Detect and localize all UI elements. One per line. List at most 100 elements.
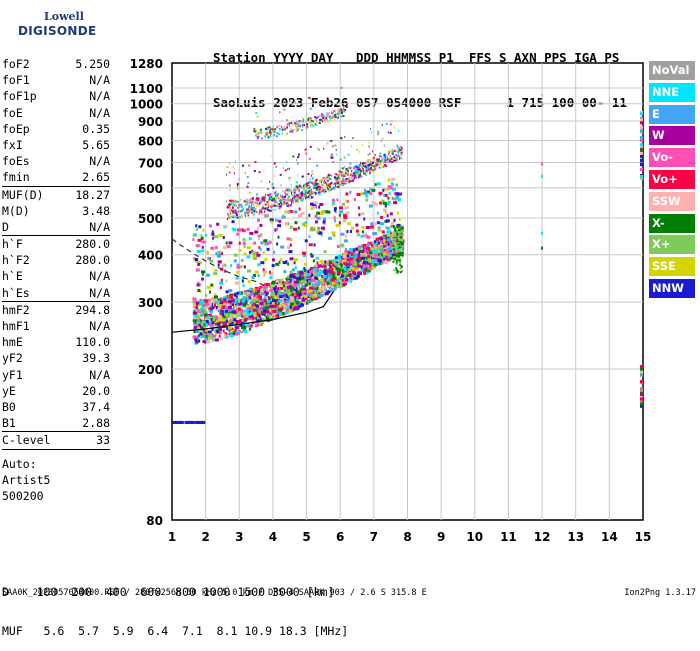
echo-mark (253, 129, 255, 132)
y-tick-label: 80 (146, 514, 163, 528)
echo-mark (394, 229, 397, 232)
echo-mark (201, 320, 206, 324)
echo-mark (249, 209, 252, 212)
echo-mark (314, 122, 316, 125)
echo-mark (321, 120, 323, 123)
echo-mark (259, 297, 262, 301)
param-name: h`Es (2, 285, 30, 300)
echo-mark (269, 276, 273, 280)
echo-mark (232, 228, 237, 232)
echo-mark (247, 307, 252, 311)
echo-mark (387, 233, 391, 237)
echo-mark (367, 244, 370, 248)
echo-mark (276, 195, 278, 198)
echo-mark (244, 299, 248, 303)
echo-mark (206, 322, 211, 326)
echo-mark (541, 94, 544, 98)
echo-mark (374, 202, 379, 206)
echo-mark (385, 226, 388, 230)
x-tick-label: 3 (235, 530, 243, 544)
echo-mark (324, 190, 327, 193)
echo-mark (274, 289, 278, 293)
echo-mark (295, 276, 299, 280)
echo-mark (398, 261, 401, 264)
echo-mark (300, 192, 303, 195)
echo-mark (266, 300, 270, 304)
echo-mark (327, 174, 330, 177)
echo-mark (205, 332, 210, 336)
echo-mark (258, 201, 261, 204)
echo-mark (315, 188, 318, 191)
echo-mark (316, 147, 319, 150)
echo-mark (400, 148, 403, 151)
echo-mark (308, 195, 310, 198)
echo-mark (206, 340, 211, 344)
echo-mark (291, 199, 293, 202)
echo-mark (280, 287, 284, 291)
echo-mark (384, 193, 388, 197)
echo-mark (383, 153, 386, 156)
echo-mark (315, 272, 318, 276)
echo-mark (228, 171, 231, 174)
echo-mark (342, 270, 345, 274)
echo-mark (382, 244, 386, 248)
echo-mark (197, 309, 202, 313)
echo-mark (253, 170, 256, 173)
echo-mark (229, 162, 231, 165)
echo-mark (290, 296, 295, 300)
echo-mark (392, 244, 395, 247)
echo-mark (266, 200, 269, 203)
echo-mark (399, 198, 402, 202)
echo-mark (313, 285, 317, 289)
echo-mark (400, 224, 403, 227)
echo-mark (200, 335, 205, 339)
echo-mark (361, 249, 365, 253)
param-name: h`F2 (2, 253, 30, 268)
legend-vo: Vo+ (649, 169, 695, 189)
echo-mark (369, 265, 373, 269)
echo-mark (216, 322, 220, 326)
echo-mark (324, 288, 328, 292)
echo-mark (269, 180, 271, 183)
echo-mark (216, 300, 220, 304)
echo-mark (251, 197, 253, 200)
param-value: N/A (89, 89, 110, 104)
echo-mark (195, 244, 200, 248)
echo-mark (205, 334, 208, 338)
echo-mark (318, 205, 321, 209)
echo-mark (399, 248, 402, 251)
echo-mark (301, 193, 304, 196)
echo-mark (321, 270, 326, 274)
echo-mark (312, 183, 314, 186)
echo-mark (280, 283, 285, 287)
echo-mark (257, 289, 260, 293)
echo-mark (282, 261, 287, 265)
echo-mark (301, 279, 306, 283)
echo-mark (298, 189, 301, 192)
echo-mark (393, 197, 398, 201)
echo-mark (277, 224, 282, 228)
echo-mark (206, 285, 211, 289)
echo-mark (252, 213, 254, 216)
echo-mark (385, 240, 390, 244)
echo-mark (312, 120, 314, 123)
echo-mark (261, 197, 264, 200)
echo-mark (336, 176, 338, 179)
echo-mark (352, 176, 354, 179)
echo-mark (212, 236, 215, 240)
echo-mark (205, 319, 209, 323)
echo-mark (263, 273, 266, 277)
echo-mark (308, 96, 311, 99)
echo-mark (349, 248, 354, 252)
echo-mark (319, 202, 324, 206)
echo-mark (252, 311, 257, 315)
echo-mark (301, 117, 303, 120)
echo-mark (246, 255, 251, 259)
echo-mark (272, 198, 275, 201)
echo-mark (314, 214, 318, 218)
echo-mark (244, 172, 246, 175)
echo-mark (247, 304, 252, 308)
echo-mark (226, 313, 229, 317)
echo-mark (265, 131, 267, 134)
echo-mark (259, 285, 262, 289)
